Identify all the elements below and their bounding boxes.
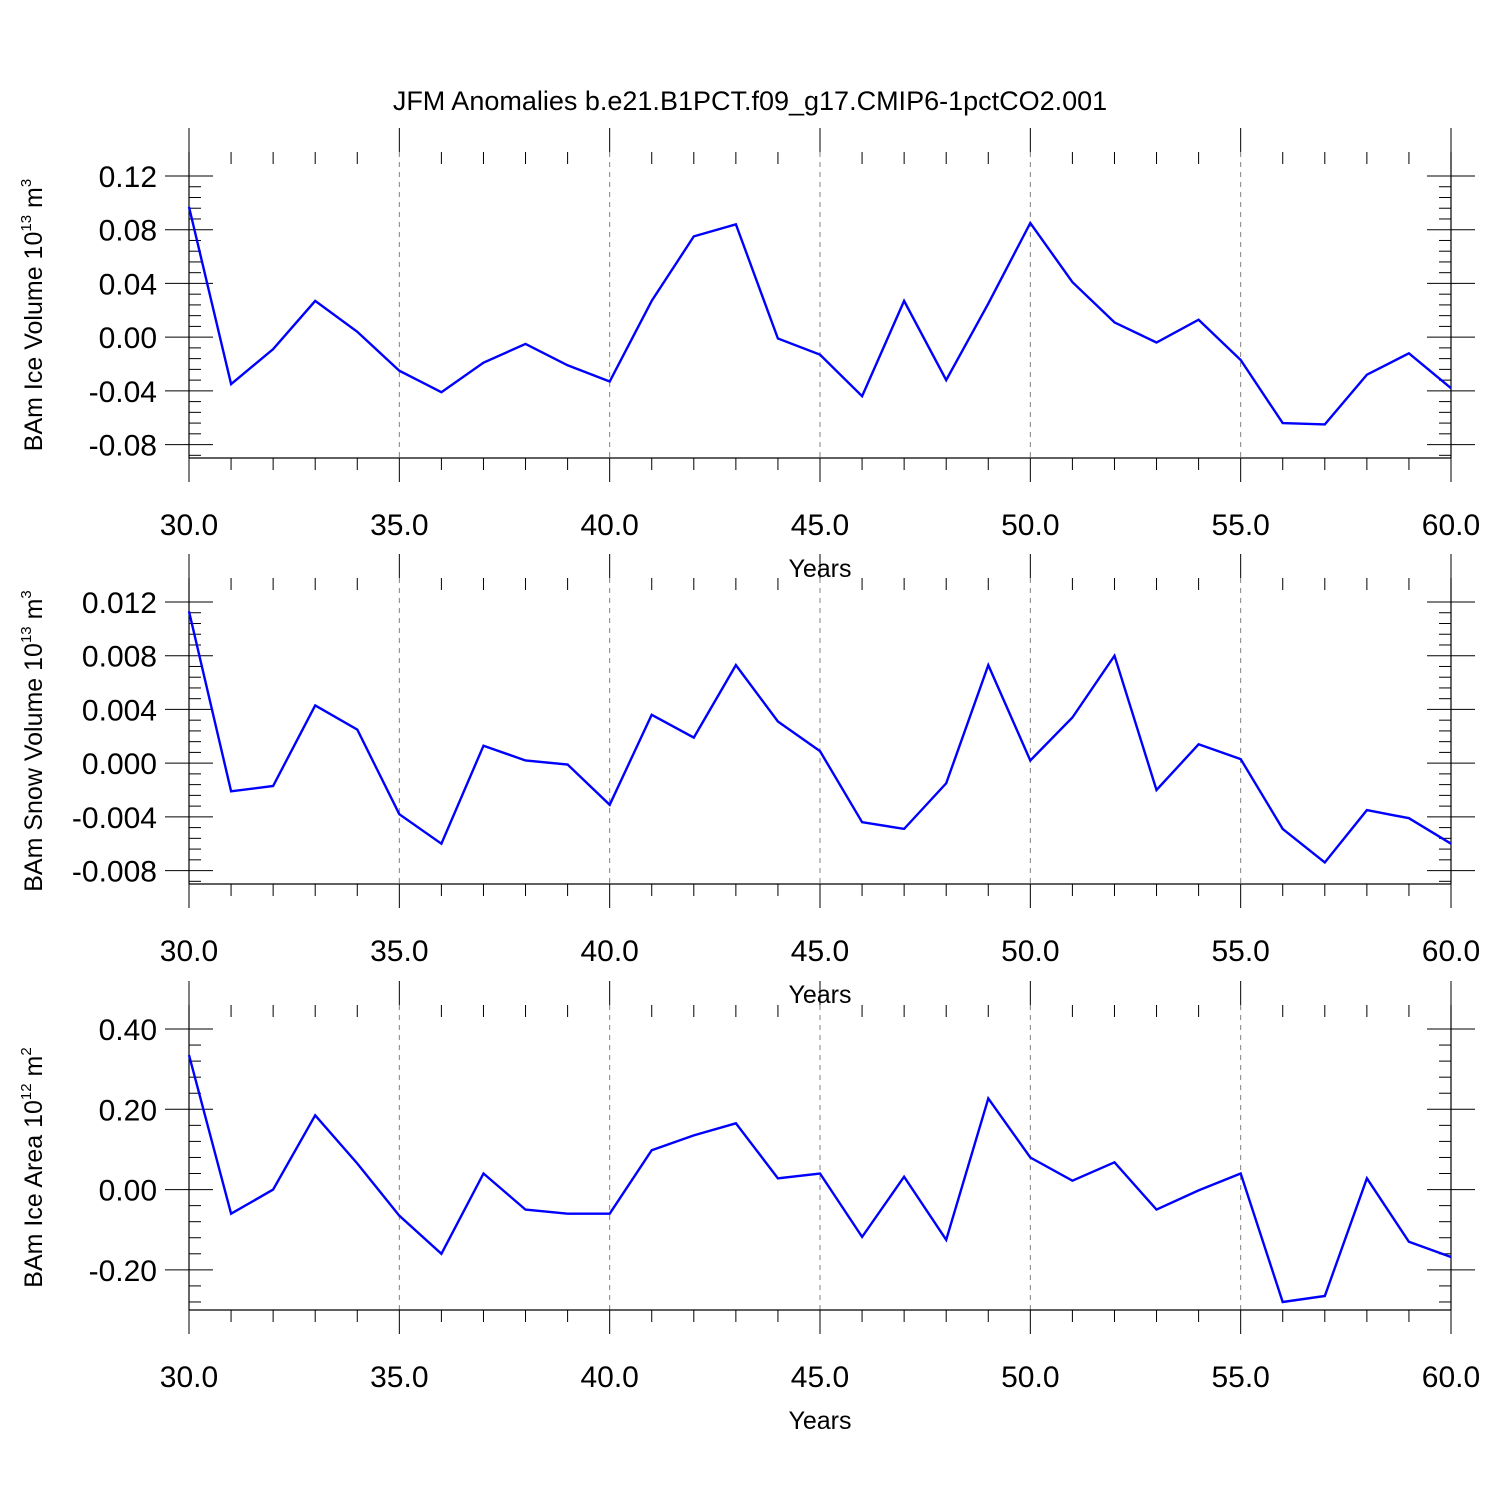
x-tick-label: 50.0 bbox=[1001, 935, 1059, 968]
series-line bbox=[187, 1054, 1452, 1304]
x-tick-label: 30.0 bbox=[160, 935, 218, 968]
y-tick-label: 0.04 bbox=[99, 268, 157, 301]
panel-2: 0.012 0.008 0.004 0.000 -0.004 -0.008 30.0 35.0… bbox=[18, 554, 1480, 1009]
x-tick-label: 35.0 bbox=[370, 1361, 428, 1394]
y-tick-label: 0.12 bbox=[99, 161, 157, 194]
x-tick-label: 55.0 bbox=[1211, 935, 1269, 968]
panel-3: 0.40 0.20 0.00 -0.20 30.0 35.0 40.0 45.0 50.0 55.… bbox=[18, 981, 1480, 1435]
x-tick-label: 35.0 bbox=[370, 935, 428, 968]
y-axis-title: BAm Snow Volume 1013 m3 bbox=[18, 590, 48, 892]
x-tick-label: 50.0 bbox=[1001, 509, 1059, 542]
y-tick-label: -0.04 bbox=[89, 376, 157, 409]
x-axis-title: Years bbox=[788, 1407, 851, 1435]
y-tick-label: 0.00 bbox=[99, 1175, 157, 1208]
y-tick-label: 0.004 bbox=[82, 694, 157, 727]
y-tick-label: 0.012 bbox=[82, 587, 157, 620]
x-tick-label: 50.0 bbox=[1001, 1361, 1059, 1394]
y-tick-label: 0.000 bbox=[82, 748, 157, 781]
x-tick-label: 55.0 bbox=[1211, 1361, 1269, 1394]
panel-1: 0.12 0.08 0.04 0.00 -0.04 -0.08 30.0 35.0 40.0 45… bbox=[18, 128, 1480, 583]
x-tick-label: 45.0 bbox=[791, 1361, 849, 1394]
x-tick-label: 40.0 bbox=[580, 509, 638, 542]
x-tick-label: 45.0 bbox=[791, 935, 849, 968]
x-tick-label: 60.0 bbox=[1422, 1361, 1480, 1394]
x-tick-label: 30.0 bbox=[160, 509, 218, 542]
y-tick-label: -0.20 bbox=[89, 1255, 157, 1288]
y-tick-label: -0.08 bbox=[89, 430, 157, 463]
x-tick-label: 40.0 bbox=[580, 935, 638, 968]
y-tick-label: 0.008 bbox=[82, 641, 157, 674]
x-tick-label: 60.0 bbox=[1422, 935, 1480, 968]
y-tick-label: 0.08 bbox=[99, 215, 157, 248]
x-tick-label: 60.0 bbox=[1422, 509, 1480, 542]
chart-title: JFM Anomalies b.e21.B1PCT.f09_g17.CMIP6-… bbox=[392, 86, 1108, 116]
series-line bbox=[187, 611, 1452, 865]
y-tick-label: 0.00 bbox=[99, 322, 157, 355]
y-tick-label: -0.004 bbox=[72, 802, 157, 835]
x-tick-label: 30.0 bbox=[160, 1361, 218, 1394]
y-tick-label: 0.40 bbox=[99, 1014, 157, 1047]
x-tick-label: 55.0 bbox=[1211, 509, 1269, 542]
y-tick-label: 0.20 bbox=[99, 1094, 157, 1127]
x-tick-label: 45.0 bbox=[791, 509, 849, 542]
y-axis-title: BAm Ice Area 1012 m2 bbox=[18, 1047, 48, 1287]
x-tick-label: 40.0 bbox=[580, 1361, 638, 1394]
x-tick-label: 35.0 bbox=[370, 509, 428, 542]
y-tick-label: -0.008 bbox=[72, 856, 157, 889]
y-axis-title: BAm Ice Volume 1013 m3 bbox=[18, 179, 48, 451]
